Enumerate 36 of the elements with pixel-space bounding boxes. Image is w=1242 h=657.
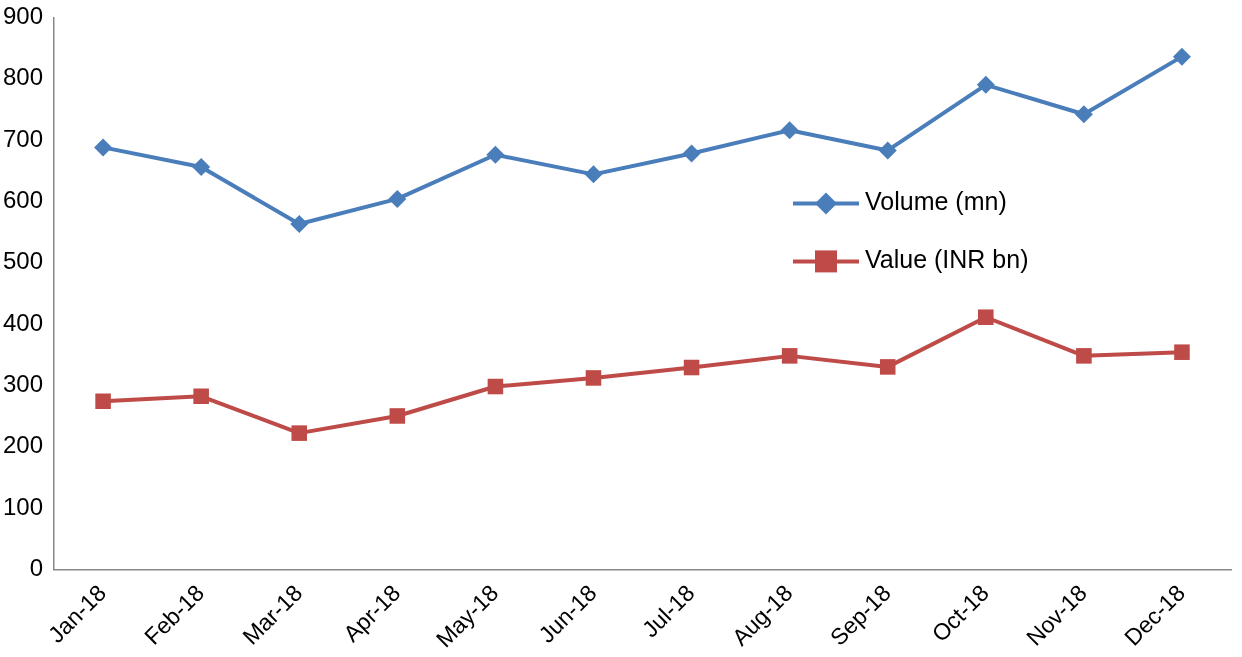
point xyxy=(291,425,308,441)
point xyxy=(978,309,994,326)
y-tick-label: 0 xyxy=(29,553,44,581)
legend-label: Volume (mn) xyxy=(865,187,1007,216)
y-tick-label: 200 xyxy=(3,431,44,459)
point xyxy=(683,359,700,376)
point xyxy=(1172,47,1191,66)
y-tick-label: 400 xyxy=(3,308,44,336)
point xyxy=(682,144,701,163)
point xyxy=(95,393,111,410)
y-tick-label: 500 xyxy=(3,247,44,275)
point xyxy=(584,165,603,184)
point xyxy=(780,121,799,140)
y-tick-label: 300 xyxy=(3,369,44,397)
y-tick-label: 800 xyxy=(3,63,44,91)
point xyxy=(290,215,309,234)
point xyxy=(193,388,209,405)
point xyxy=(486,145,505,164)
y-tick-label: 900 xyxy=(3,2,44,30)
point xyxy=(388,189,407,208)
point xyxy=(879,359,896,375)
y-tick-label: 100 xyxy=(3,492,44,520)
point xyxy=(1174,344,1190,360)
point xyxy=(487,378,504,395)
y-tick-label: 700 xyxy=(3,124,44,152)
legend-label: Value (INR bn) xyxy=(865,245,1029,274)
point xyxy=(976,75,995,94)
point xyxy=(192,158,211,177)
point xyxy=(878,141,897,160)
y-tick-label: 600 xyxy=(3,185,44,213)
point xyxy=(1074,105,1093,124)
point xyxy=(1076,348,1092,364)
point xyxy=(94,138,113,157)
point xyxy=(389,408,406,424)
point xyxy=(781,348,798,364)
point xyxy=(585,370,602,386)
